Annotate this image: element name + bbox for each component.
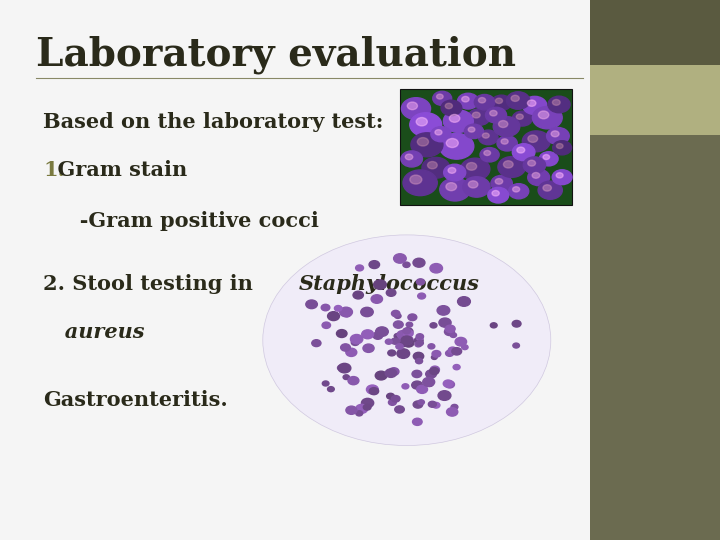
- Circle shape: [467, 163, 477, 170]
- Circle shape: [406, 322, 413, 327]
- Circle shape: [446, 138, 459, 147]
- Circle shape: [369, 388, 379, 395]
- Bar: [0, 189, 130, 216]
- Circle shape: [394, 334, 401, 339]
- Circle shape: [497, 136, 517, 151]
- Circle shape: [323, 381, 329, 386]
- Circle shape: [395, 336, 402, 342]
- Circle shape: [472, 112, 480, 118]
- Circle shape: [428, 401, 436, 407]
- Circle shape: [366, 385, 378, 394]
- Text: Gram stain: Gram stain: [43, 160, 187, 180]
- Circle shape: [416, 118, 428, 126]
- Circle shape: [432, 402, 440, 408]
- Bar: [0, 216, 130, 243]
- Circle shape: [528, 100, 536, 106]
- Circle shape: [503, 161, 513, 168]
- Circle shape: [517, 147, 525, 153]
- Bar: [0, 0, 130, 27]
- Bar: [0, 351, 130, 378]
- Circle shape: [461, 158, 490, 180]
- Bar: [0, 270, 130, 297]
- Circle shape: [485, 107, 507, 123]
- Circle shape: [391, 338, 400, 344]
- Circle shape: [416, 340, 423, 346]
- Circle shape: [439, 133, 474, 159]
- Circle shape: [416, 335, 423, 340]
- Circle shape: [488, 187, 508, 203]
- Circle shape: [458, 296, 470, 306]
- Circle shape: [403, 262, 410, 267]
- Bar: [590, 0, 720, 65]
- Circle shape: [348, 376, 359, 384]
- Circle shape: [532, 172, 540, 178]
- Circle shape: [445, 103, 452, 109]
- Circle shape: [423, 377, 435, 387]
- Circle shape: [356, 411, 363, 416]
- Circle shape: [428, 344, 435, 349]
- Circle shape: [455, 338, 467, 346]
- Bar: [0, 405, 130, 432]
- Circle shape: [402, 98, 431, 119]
- Bar: [0, 297, 130, 324]
- Circle shape: [444, 380, 453, 387]
- Circle shape: [431, 355, 437, 360]
- Circle shape: [328, 387, 334, 392]
- Circle shape: [401, 336, 413, 345]
- Circle shape: [402, 384, 409, 389]
- Circle shape: [334, 306, 342, 311]
- Circle shape: [553, 141, 572, 155]
- Circle shape: [498, 120, 508, 127]
- Circle shape: [351, 334, 363, 344]
- Circle shape: [387, 393, 395, 399]
- Circle shape: [430, 368, 439, 375]
- Circle shape: [411, 133, 443, 157]
- Circle shape: [444, 110, 473, 132]
- Circle shape: [431, 366, 439, 373]
- Circle shape: [457, 93, 479, 109]
- Circle shape: [363, 344, 374, 353]
- Bar: [0, 513, 130, 540]
- Circle shape: [393, 321, 403, 328]
- Circle shape: [412, 370, 422, 377]
- Bar: [0, 81, 130, 108]
- Circle shape: [512, 111, 532, 126]
- Circle shape: [422, 157, 450, 178]
- Text: Laboratory evaluation: Laboratory evaluation: [36, 35, 516, 73]
- Circle shape: [321, 305, 330, 311]
- Circle shape: [523, 96, 546, 114]
- Circle shape: [371, 295, 382, 303]
- Circle shape: [413, 418, 422, 426]
- Circle shape: [431, 127, 451, 142]
- Circle shape: [385, 369, 397, 377]
- Circle shape: [441, 100, 462, 116]
- Circle shape: [446, 408, 458, 416]
- Circle shape: [513, 144, 535, 161]
- Circle shape: [376, 327, 388, 336]
- Circle shape: [364, 404, 371, 410]
- Circle shape: [403, 339, 414, 347]
- Circle shape: [552, 170, 572, 185]
- Circle shape: [388, 350, 396, 356]
- Circle shape: [463, 177, 490, 197]
- Circle shape: [528, 160, 536, 166]
- Circle shape: [343, 375, 349, 380]
- Circle shape: [413, 258, 425, 267]
- Circle shape: [528, 135, 538, 143]
- Circle shape: [532, 106, 562, 129]
- Circle shape: [417, 385, 428, 394]
- Circle shape: [397, 350, 405, 355]
- Bar: [0, 243, 130, 270]
- Bar: [400, 89, 572, 205]
- Circle shape: [403, 170, 437, 195]
- Bar: [590, 135, 720, 540]
- Circle shape: [523, 157, 546, 174]
- Circle shape: [552, 99, 560, 105]
- Circle shape: [312, 340, 321, 347]
- Bar: [0, 135, 130, 162]
- Circle shape: [430, 323, 437, 328]
- Circle shape: [513, 343, 519, 348]
- Circle shape: [444, 164, 466, 181]
- Circle shape: [426, 381, 433, 387]
